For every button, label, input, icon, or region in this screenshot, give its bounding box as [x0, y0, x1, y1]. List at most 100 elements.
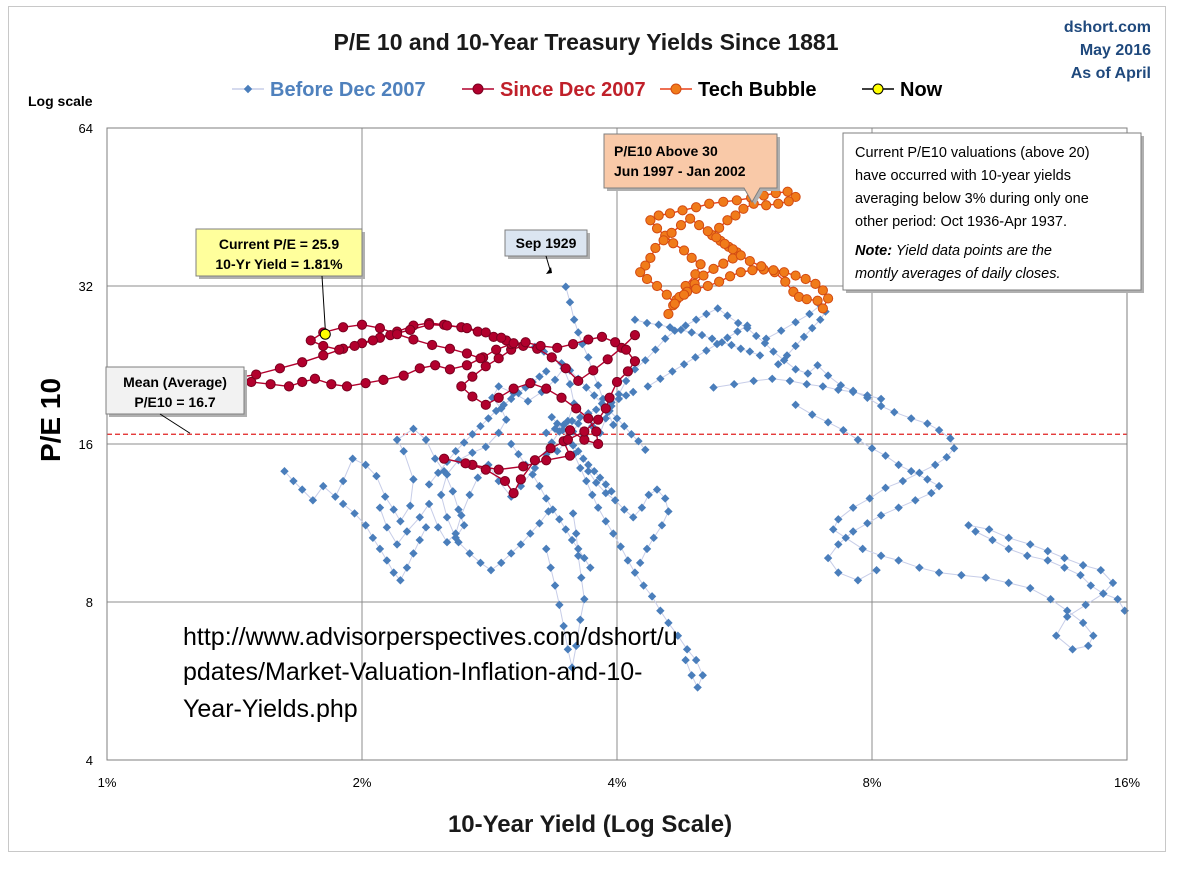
data-point	[727, 244, 738, 255]
data-point	[616, 542, 625, 551]
data-point	[1026, 540, 1035, 549]
data-point	[378, 374, 389, 385]
data-point	[560, 363, 571, 374]
data-point	[780, 276, 791, 287]
data-point	[675, 220, 687, 231]
data-point	[454, 505, 463, 514]
data-point	[389, 505, 398, 514]
data-point	[702, 280, 713, 292]
data-point	[468, 430, 477, 439]
data-point	[1060, 553, 1069, 563]
data-point	[747, 265, 758, 276]
data-point	[651, 223, 663, 234]
data-point	[642, 544, 652, 554]
y-tick-label: 32	[79, 279, 93, 294]
data-point	[923, 475, 932, 484]
data-point	[480, 399, 491, 410]
data-point	[588, 365, 599, 376]
data-point	[808, 410, 817, 419]
data-point	[601, 480, 610, 489]
data-point	[718, 258, 729, 269]
data-point	[736, 344, 745, 353]
data-point	[911, 496, 920, 505]
data-point	[915, 563, 924, 572]
data-point	[663, 308, 674, 320]
data-point	[372, 471, 381, 481]
data-point	[360, 378, 371, 389]
data-point	[468, 448, 477, 457]
data-point	[444, 343, 456, 354]
data-point	[630, 315, 640, 324]
data-point	[516, 481, 526, 491]
legend-item-2: Tech Bubble	[660, 79, 817, 101]
data-point	[691, 315, 701, 324]
data-point	[818, 382, 828, 391]
data-point	[574, 544, 583, 554]
data-point	[541, 383, 552, 394]
data-point	[834, 540, 843, 549]
data-point	[697, 330, 707, 340]
data-point	[461, 323, 473, 334]
data-point	[1086, 581, 1095, 590]
data-point	[614, 394, 624, 404]
data-point	[733, 327, 742, 336]
data-point	[761, 334, 771, 343]
data-point	[656, 374, 665, 383]
data-point	[894, 556, 903, 565]
data-point	[799, 332, 809, 342]
data-point	[491, 406, 501, 416]
data-point	[506, 439, 516, 449]
data-point	[559, 420, 568, 430]
data-point	[568, 509, 578, 518]
data-point	[368, 533, 378, 543]
data-point	[574, 328, 583, 337]
data-point	[635, 267, 646, 278]
data-point	[853, 435, 863, 444]
data-point	[444, 364, 456, 375]
callout-leader	[159, 413, 191, 434]
data-point	[576, 412, 585, 422]
data-point	[876, 551, 886, 560]
data-point	[802, 379, 811, 389]
data-point	[641, 445, 650, 454]
data-point	[520, 337, 531, 348]
data-point	[602, 354, 613, 365]
data-point	[457, 511, 466, 520]
data-point	[836, 381, 846, 390]
data-point	[1078, 561, 1088, 570]
annotation-box	[603, 133, 778, 204]
annotation-line: Current P/E10 valuations (above 20)	[855, 145, 1090, 161]
legend-marker	[670, 83, 682, 95]
data-point	[399, 447, 408, 456]
data-point	[491, 344, 502, 355]
data-point	[733, 318, 743, 328]
data-point	[448, 487, 458, 496]
data-point	[430, 360, 441, 371]
data-point	[711, 232, 722, 243]
data-point	[382, 523, 392, 532]
data-point	[620, 505, 629, 514]
data-point	[628, 513, 638, 522]
data-point	[644, 490, 653, 500]
data-point	[822, 293, 834, 304]
data-point	[946, 434, 955, 443]
data-point	[442, 470, 452, 479]
data-point	[580, 553, 589, 563]
data-point	[691, 283, 702, 294]
data-point	[348, 454, 357, 463]
data-point	[389, 568, 398, 577]
data-point	[398, 370, 409, 381]
data-point	[834, 385, 843, 394]
data-point	[494, 428, 503, 438]
series-2	[635, 186, 834, 320]
data-point	[894, 503, 903, 512]
data-point	[441, 320, 453, 331]
data-point	[529, 455, 541, 466]
data-point	[725, 271, 736, 282]
data-point	[863, 391, 872, 400]
data-point	[1078, 618, 1088, 628]
legend-item-1: Since Dec 2007	[462, 79, 646, 101]
data-point	[678, 289, 690, 300]
data-point	[584, 353, 593, 362]
data-point	[642, 318, 652, 328]
